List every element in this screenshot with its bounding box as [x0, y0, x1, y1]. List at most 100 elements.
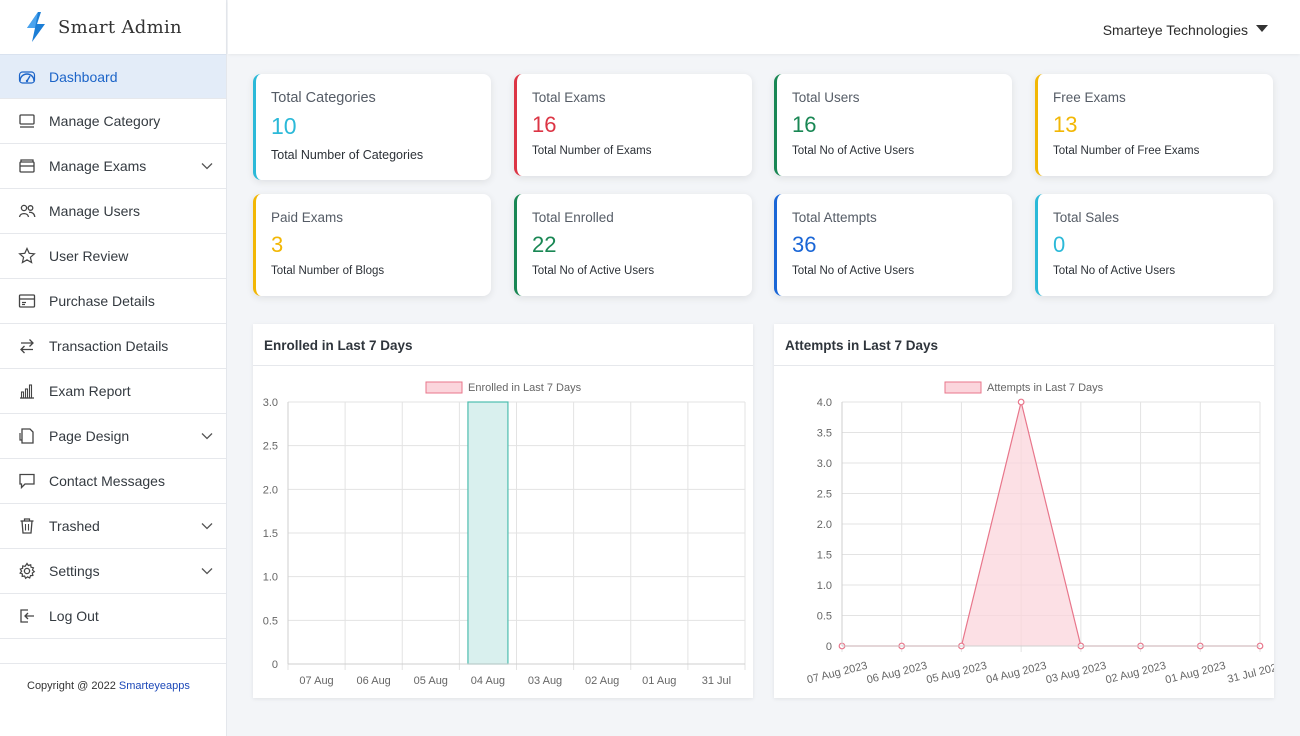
users-icon [18, 202, 36, 220]
sidebar-item-dashboard[interactable]: Dashboard [0, 54, 226, 99]
copyright-text: Copyright @ 2022 [27, 680, 119, 692]
sidebar-nav: Dashboard Manage Category Manage Exams Mana… [0, 54, 226, 639]
y-tick-label: 1.0 [263, 572, 278, 584]
sidebar-item-exam-report[interactable]: Exam Report [0, 369, 226, 414]
attempts-chart-panel: Attempts in Last 7 Days Attempts in Last… [774, 324, 1274, 698]
caret-down-icon[interactable] [1256, 25, 1268, 32]
attempts-chart-title: Attempts in Last 7 Days [774, 324, 1274, 366]
gear-icon [18, 562, 36, 580]
sidebar: Smart Admin Dashboard Manage Category Mana… [0, 0, 227, 736]
star-icon [18, 247, 36, 265]
top-header: Smarteye Technologies [228, 0, 1300, 54]
sidebar-item-label: User Review [49, 248, 129, 264]
x-tick-label: 05 Aug [414, 675, 448, 687]
y-tick-label: 1.5 [817, 550, 832, 562]
stat-card-total-exams: Total Exams 16 Total Number of Exams [514, 74, 752, 176]
stat-title: Total Categories [271, 90, 376, 106]
sidebar-item-label: Exam Report [49, 383, 131, 399]
stat-card-total-sales: Total Sales 0 Total No of Active Users [1035, 194, 1273, 296]
legend-label: Attempts in Last 7 Days [987, 382, 1104, 394]
bar [467, 401, 509, 665]
stat-value: 3 [271, 232, 284, 257]
bar-chart-icon [18, 382, 36, 400]
sidebar-item-log-out[interactable]: Log Out [0, 594, 226, 639]
stat-value: 13 [1053, 112, 1078, 137]
x-tick-label: 02 Aug 2023 [1104, 660, 1167, 687]
x-tick-label: 05 Aug 2023 [925, 660, 988, 687]
x-tick-label: 06 Aug 2023 [866, 660, 929, 687]
sidebar-item-label: Dashboard [49, 68, 118, 85]
x-tick-label: 02 Aug [585, 675, 619, 687]
stat-title: Paid Exams [271, 210, 344, 225]
legend-swatch [425, 381, 463, 394]
sidebar-item-label: Manage Exams [49, 158, 147, 174]
trash-icon [18, 517, 36, 535]
y-tick-label: 0 [272, 659, 278, 671]
stat-description: Total No of Active Users [792, 265, 915, 277]
sidebar-item-label: Contact Messages [49, 473, 165, 489]
stat-title: Total Enrolled [532, 210, 614, 225]
sidebar-item-label: Page Design [49, 428, 130, 444]
stat-value: 10 [271, 113, 297, 139]
enrolled-chart-panel: Enrolled in Last 7 Days Enrolled in Last… [253, 324, 753, 698]
sidebar-item-label: Trashed [49, 518, 100, 534]
y-tick-label: 1.0 [817, 580, 832, 592]
y-tick-label: 0.5 [263, 615, 278, 627]
legend-label: Enrolled in Last 7 Days [468, 382, 582, 394]
x-tick-label: 01 Aug 2023 [1164, 660, 1227, 687]
sidebar-item-contact-messages[interactable]: Contact Messages [0, 459, 226, 504]
x-tick-label: 03 Aug [528, 675, 562, 687]
stat-title: Total Users [792, 90, 860, 105]
stat-value: 0 [1053, 232, 1066, 257]
sidebar-item-settings[interactable]: Settings [0, 549, 226, 594]
logout-icon [18, 607, 36, 625]
chevron-down-icon[interactable] [200, 519, 214, 533]
x-tick-label: 01 Aug [642, 675, 676, 687]
page-icon [18, 427, 36, 445]
chevron-down-icon[interactable] [200, 159, 214, 173]
sidebar-item-manage-users[interactable]: Manage Users [0, 189, 226, 234]
sidebar-item-manage-category[interactable]: Manage Category [0, 99, 226, 144]
y-tick-label: 2.0 [263, 484, 278, 496]
stat-description: Total Number of Exams [532, 145, 652, 157]
sidebar-item-user-review[interactable]: User Review [0, 234, 226, 279]
message-icon [18, 472, 36, 490]
lightning-logo-icon [27, 12, 45, 42]
stat-value: 36 [792, 232, 817, 257]
stat-card-free-exams: Free Exams 13 Total Number of Free Exams [1035, 74, 1273, 176]
y-tick-label: 2.5 [817, 489, 832, 501]
sidebar-item-transaction-details[interactable]: Transaction Details [0, 324, 226, 369]
stat-card-total-users: Total Users 16 Total No of Active Users [774, 74, 1012, 176]
sidebar-item-manage-exams[interactable]: Manage Exams [0, 144, 226, 189]
sidebar-item-page-design[interactable]: Page Design [0, 414, 226, 459]
x-tick-label: 07 Aug 2023 [806, 660, 869, 687]
chevron-down-icon[interactable] [200, 429, 214, 443]
brand-name: Smart Admin [58, 16, 182, 38]
stat-title: Total Sales [1053, 210, 1120, 225]
legend-swatch [944, 381, 982, 394]
stat-title: Free Exams [1053, 90, 1126, 105]
stat-value: 22 [532, 232, 557, 257]
company-dropdown[interactable]: Smarteye Technologies [1102, 22, 1248, 38]
y-tick-label: 0 [826, 641, 832, 653]
copyright: Copyright @ 2022 Smarteyeapps [0, 663, 226, 692]
x-tick-label: 03 Aug 2023 [1045, 660, 1108, 687]
y-tick-label: 0.5 [817, 611, 832, 623]
sidebar-item-label: Log Out [49, 608, 99, 624]
copyright-link[interactable]: Smarteyeapps [118, 680, 190, 692]
y-tick-label: 3.0 [263, 397, 278, 409]
y-tick-label: 1.5 [263, 528, 278, 540]
chevron-down-icon[interactable] [200, 564, 214, 578]
sidebar-item-label: Manage Users [49, 203, 141, 219]
brand[interactable]: Smart Admin [0, 0, 226, 54]
y-tick-label: 2.0 [817, 519, 832, 531]
card-icon [18, 292, 36, 310]
stat-value: 16 [792, 112, 817, 137]
x-tick-label: 31 Jul 2023 [1226, 660, 1274, 685]
sidebar-item-trashed[interactable]: Trashed [0, 504, 226, 549]
sidebar-item-label: Manage Category [49, 113, 161, 129]
exams-icon [18, 157, 36, 175]
stat-description: Total No of Active Users [792, 145, 915, 157]
sidebar-item-purchase-details[interactable]: Purchase Details [0, 279, 226, 324]
x-tick-label: 06 Aug [357, 675, 391, 687]
